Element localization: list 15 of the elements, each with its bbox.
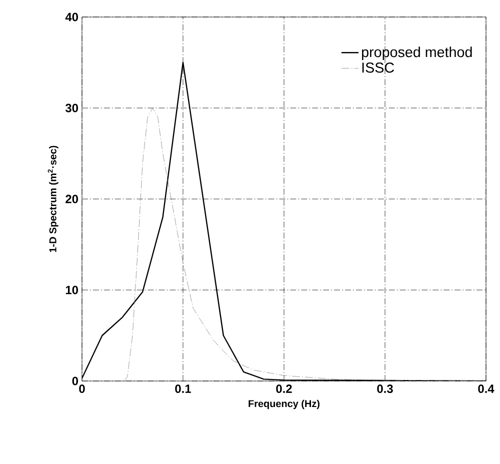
y-tick-label: 40 <box>65 12 78 22</box>
line-series <box>124 108 486 381</box>
legend-label: ISSC <box>362 62 394 73</box>
y-tick-label: 20 <box>66 194 78 204</box>
x-tick-label: 0.4 <box>478 384 494 393</box>
y-tick-label: 0 <box>72 376 78 386</box>
legend-label: proposed method <box>362 46 472 60</box>
x-tick-label: 0.1 <box>175 384 191 393</box>
y-axis-title: 1-D Spectrum (m$^{2}$·sec) <box>48 146 58 252</box>
x-tick-label: 0.3 <box>377 384 393 394</box>
x-tick-label: 0 <box>79 384 85 393</box>
x-axis-title: Frequency (Hz) <box>248 400 320 410</box>
y-tick-label: 30 <box>65 104 78 112</box>
y-tick-label: 10 <box>66 286 78 294</box>
x-tick-label: 0.2 <box>276 384 292 393</box>
